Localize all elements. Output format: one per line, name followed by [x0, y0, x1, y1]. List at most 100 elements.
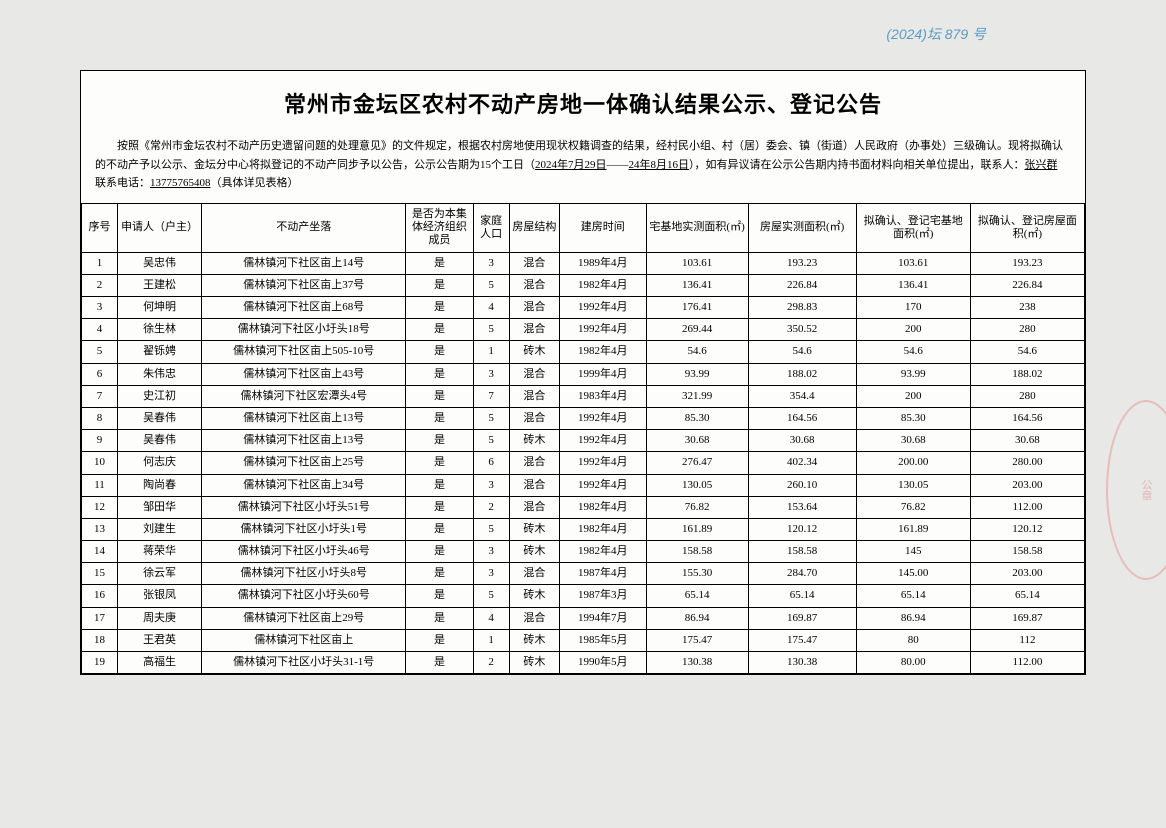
table-cell: 是: [406, 297, 473, 319]
table-cell: 54.6: [646, 341, 748, 363]
table-cell: 何志庆: [118, 452, 202, 474]
table-cell: 是: [406, 474, 473, 496]
table-cell: 1: [473, 629, 509, 651]
table-cell: 是: [406, 274, 473, 296]
table-cell: 4: [82, 319, 118, 341]
table-cell: 混合: [509, 385, 559, 407]
intro-text-e: （具体详见表格）: [211, 177, 299, 189]
table-cell: 76.82: [646, 496, 748, 518]
table-cell: 1982年4月: [560, 541, 646, 563]
table-cell: 3: [473, 363, 509, 385]
table-cell: 5: [473, 518, 509, 540]
table-cell: 54.6: [748, 341, 856, 363]
table-cell: 吴忠伟: [118, 252, 202, 274]
table-cell: 193.23: [748, 252, 856, 274]
table-row: 14蒋荣华儒林镇河下社区小圩头46号是3砖木1982年4月158.58158.5…: [82, 541, 1085, 563]
table-cell: 280.00: [970, 452, 1084, 474]
table-cell: 是: [406, 563, 473, 585]
table-cell: 76.82: [856, 496, 970, 518]
table-row: 8吴春伟儒林镇河下社区亩上13号是5混合1992年4月85.30164.5685…: [82, 407, 1085, 429]
table-cell: 30.68: [646, 430, 748, 452]
table-cell: 混合: [509, 363, 559, 385]
table-cell: 儒林镇河下社区小圩头46号: [202, 541, 406, 563]
table-cell: 1982年4月: [560, 341, 646, 363]
table-cell: 1987年4月: [560, 563, 646, 585]
table-cell: 350.52: [748, 319, 856, 341]
table-cell: 15: [82, 563, 118, 585]
table-cell: 153.64: [748, 496, 856, 518]
table-cell: 4: [473, 297, 509, 319]
table-cell: 是: [406, 252, 473, 274]
table-cell: 2: [473, 652, 509, 674]
table-cell: 30.68: [970, 430, 1084, 452]
table-cell: 混合: [509, 319, 559, 341]
table-cell: 188.02: [748, 363, 856, 385]
table-cell: 112: [970, 629, 1084, 651]
col-confirm-land: 拟确认、登记宅基地面积(㎡): [856, 204, 970, 253]
table-cell: 翟铄娉: [118, 341, 202, 363]
table-cell: 是: [406, 452, 473, 474]
table-row: 15徐云军儒林镇河下社区小圩头8号是3混合1987年4月155.30284.70…: [82, 563, 1085, 585]
table-cell: 86.94: [646, 607, 748, 629]
col-seq: 序号: [82, 204, 118, 253]
table-cell: 混合: [509, 496, 559, 518]
table-cell: 280: [970, 319, 1084, 341]
table-cell: 砖木: [509, 430, 559, 452]
table-cell: 354.4: [748, 385, 856, 407]
table-cell: 混合: [509, 297, 559, 319]
table-cell: 刘建生: [118, 518, 202, 540]
table-cell: 1994年7月: [560, 607, 646, 629]
table-cell: 176.41: [646, 297, 748, 319]
table-row: 13刘建生儒林镇河下社区小圩头1号是5砖木1982年4月161.89120.12…: [82, 518, 1085, 540]
intro-paragraph: 按照《常州市金坛农村不动产历史遗留问题的处理意见》的文件规定，根据农村房地使用现…: [81, 131, 1085, 203]
table-cell: 混合: [509, 607, 559, 629]
table-cell: 280: [970, 385, 1084, 407]
table-cell: 砖木: [509, 629, 559, 651]
table-row: 19高福生儒林镇河下社区小圩头31-1号是2砖木1990年5月130.38130…: [82, 652, 1085, 674]
table-cell: 1992年4月: [560, 297, 646, 319]
table-row: 17周夫庚儒林镇河下社区亩上29号是4混合1994年7月86.94169.878…: [82, 607, 1085, 629]
table-cell: 120.12: [970, 518, 1084, 540]
table-cell: 200: [856, 319, 970, 341]
table-row: 4徐生林儒林镇河下社区小圩头18号是5混合1992年4月269.44350.52…: [82, 319, 1085, 341]
table-cell: 145.00: [856, 563, 970, 585]
table-cell: 18: [82, 629, 118, 651]
table-cell: 混合: [509, 474, 559, 496]
table-row: 1吴忠伟儒林镇河下社区亩上14号是3混合1989年4月103.61193.231…: [82, 252, 1085, 274]
table-cell: 吴春伟: [118, 430, 202, 452]
table-cell: 是: [406, 496, 473, 518]
table-cell: 儒林镇河下社区亩上14号: [202, 252, 406, 274]
table-cell: 1992年4月: [560, 452, 646, 474]
table-row: 11陶尚春儒林镇河下社区亩上34号是3混合1992年4月130.05260.10…: [82, 474, 1085, 496]
table-cell: 儒林镇河下社区小圩头8号: [202, 563, 406, 585]
table-cell: 130.38: [646, 652, 748, 674]
col-applicant: 申请人（户主）: [118, 204, 202, 253]
table-cell: 儒林镇河下社区亩上34号: [202, 474, 406, 496]
document-title: 常州市金坛区农村不动产房地一体确认结果公示、登记公告: [81, 71, 1085, 131]
intro-text-c: ），如有异议请在公示公告期内持书面材料向相关单位提出，联系人：: [689, 159, 1025, 171]
table-cell: 儒林镇河下社区亩上68号: [202, 297, 406, 319]
table-cell: 103.61: [856, 252, 970, 274]
table-cell: 169.87: [970, 607, 1084, 629]
table-cell: 吴春伟: [118, 407, 202, 429]
table-cell: 1982年4月: [560, 496, 646, 518]
table-cell: 1982年4月: [560, 518, 646, 540]
table-cell: 史江初: [118, 385, 202, 407]
table-cell: 儒林镇河下社区亩上43号: [202, 363, 406, 385]
table-cell: 何坤明: [118, 297, 202, 319]
table-cell: 6: [473, 452, 509, 474]
table-cell: 130.05: [856, 474, 970, 496]
table-cell: 85.30: [856, 407, 970, 429]
table-cell: 155.30: [646, 563, 748, 585]
table-cell: 高福生: [118, 652, 202, 674]
table-cell: 是: [406, 652, 473, 674]
table-row: 10何志庆儒林镇河下社区亩上25号是6混合1992年4月276.47402.34…: [82, 452, 1085, 474]
table-cell: 是: [406, 341, 473, 363]
table-cell: 1989年4月: [560, 252, 646, 274]
table-cell: 儒林镇河下社区宏潭头4号: [202, 385, 406, 407]
table-cell: 175.47: [748, 629, 856, 651]
table-cell: 1992年4月: [560, 474, 646, 496]
table-cell: 188.02: [970, 363, 1084, 385]
table-cell: 邹田华: [118, 496, 202, 518]
table-cell: 徐云军: [118, 563, 202, 585]
